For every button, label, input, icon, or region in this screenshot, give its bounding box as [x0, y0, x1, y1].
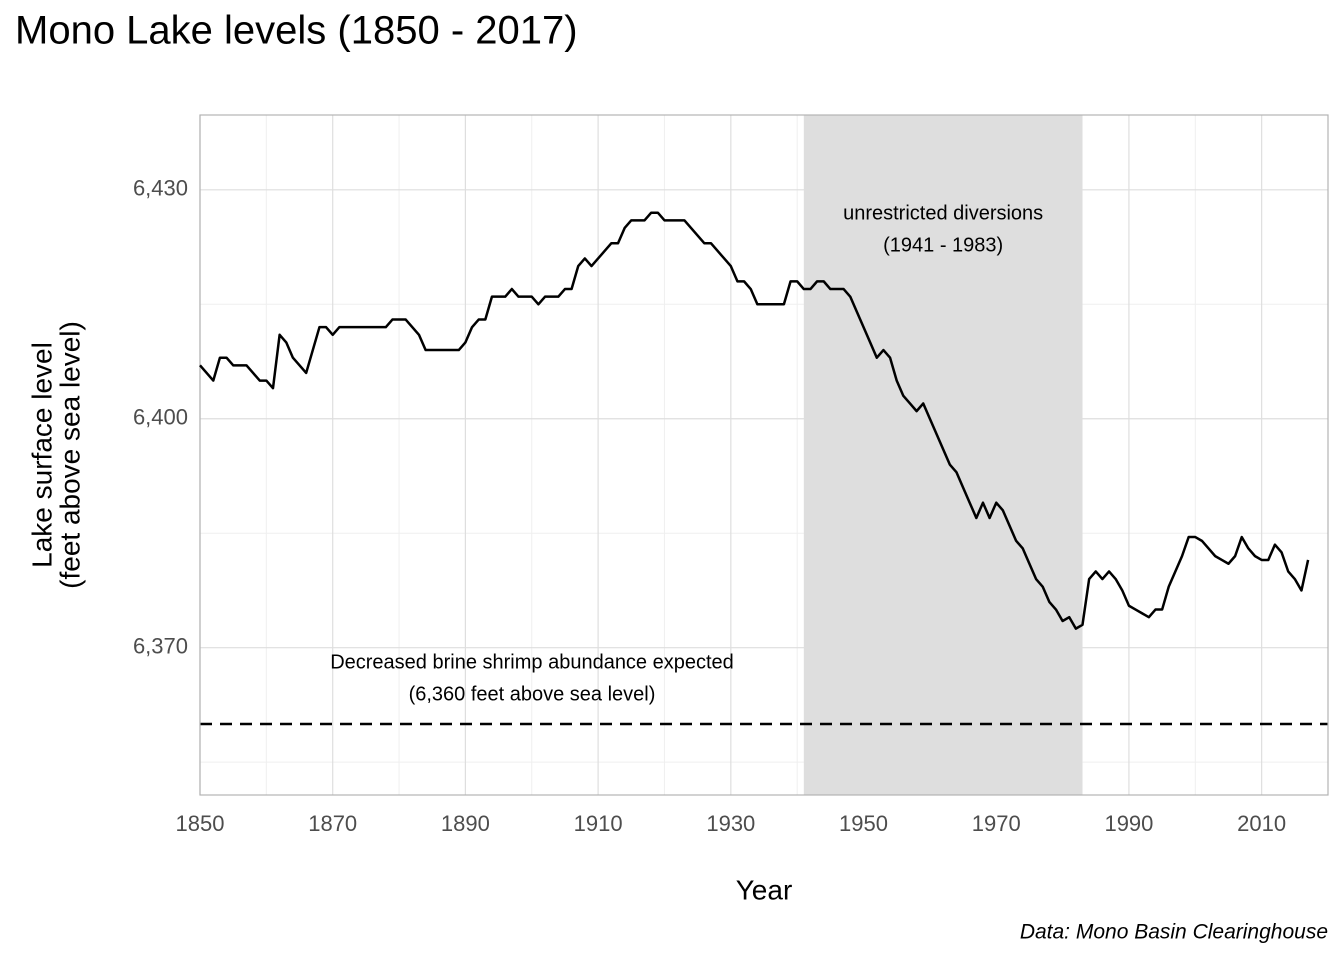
x-tick-label: 1870 — [308, 811, 357, 836]
y-tick-label: 6,370 — [133, 634, 188, 659]
data-line — [199, 211, 1310, 630]
panel-border — [199, 114, 1329, 796]
x-tick-label: 1950 — [839, 811, 888, 836]
shade-label: (1941 - 1983) — [883, 234, 1003, 256]
x-tick-label: 1890 — [441, 811, 490, 836]
x-tick-label: 1910 — [574, 811, 623, 836]
x-tick-label: 1850 — [176, 811, 225, 836]
x-tick-label: 1970 — [972, 811, 1021, 836]
x-tick-label: 2010 — [1237, 811, 1286, 836]
y-axis-label-line: (feet above sea level) — [54, 321, 85, 589]
chart-title: Mono Lake levels (1850 - 2017) — [15, 9, 578, 53]
reference-label: Decreased brine shrimp abundance expecte… — [330, 651, 734, 673]
y-axis-label: Lake surface level (feet above sea level… — [26, 321, 85, 589]
y-tick-label: 6,430 — [133, 176, 188, 201]
shade-label: unrestricted diversions — [843, 202, 1043, 224]
y-tick-label: 6,400 — [133, 405, 188, 430]
y-axis-label-line: Lake surface level — [26, 342, 57, 568]
x-axis-label: Year — [736, 874, 793, 905]
x-tick-label: 1930 — [706, 811, 755, 836]
caption: Data: Mono Basin Clearinghouse — [1020, 921, 1328, 944]
shaded-period — [803, 115, 1083, 795]
x-tick-label: 1990 — [1104, 811, 1153, 836]
reference-label: (6,360 feet above sea level) — [409, 683, 656, 705]
